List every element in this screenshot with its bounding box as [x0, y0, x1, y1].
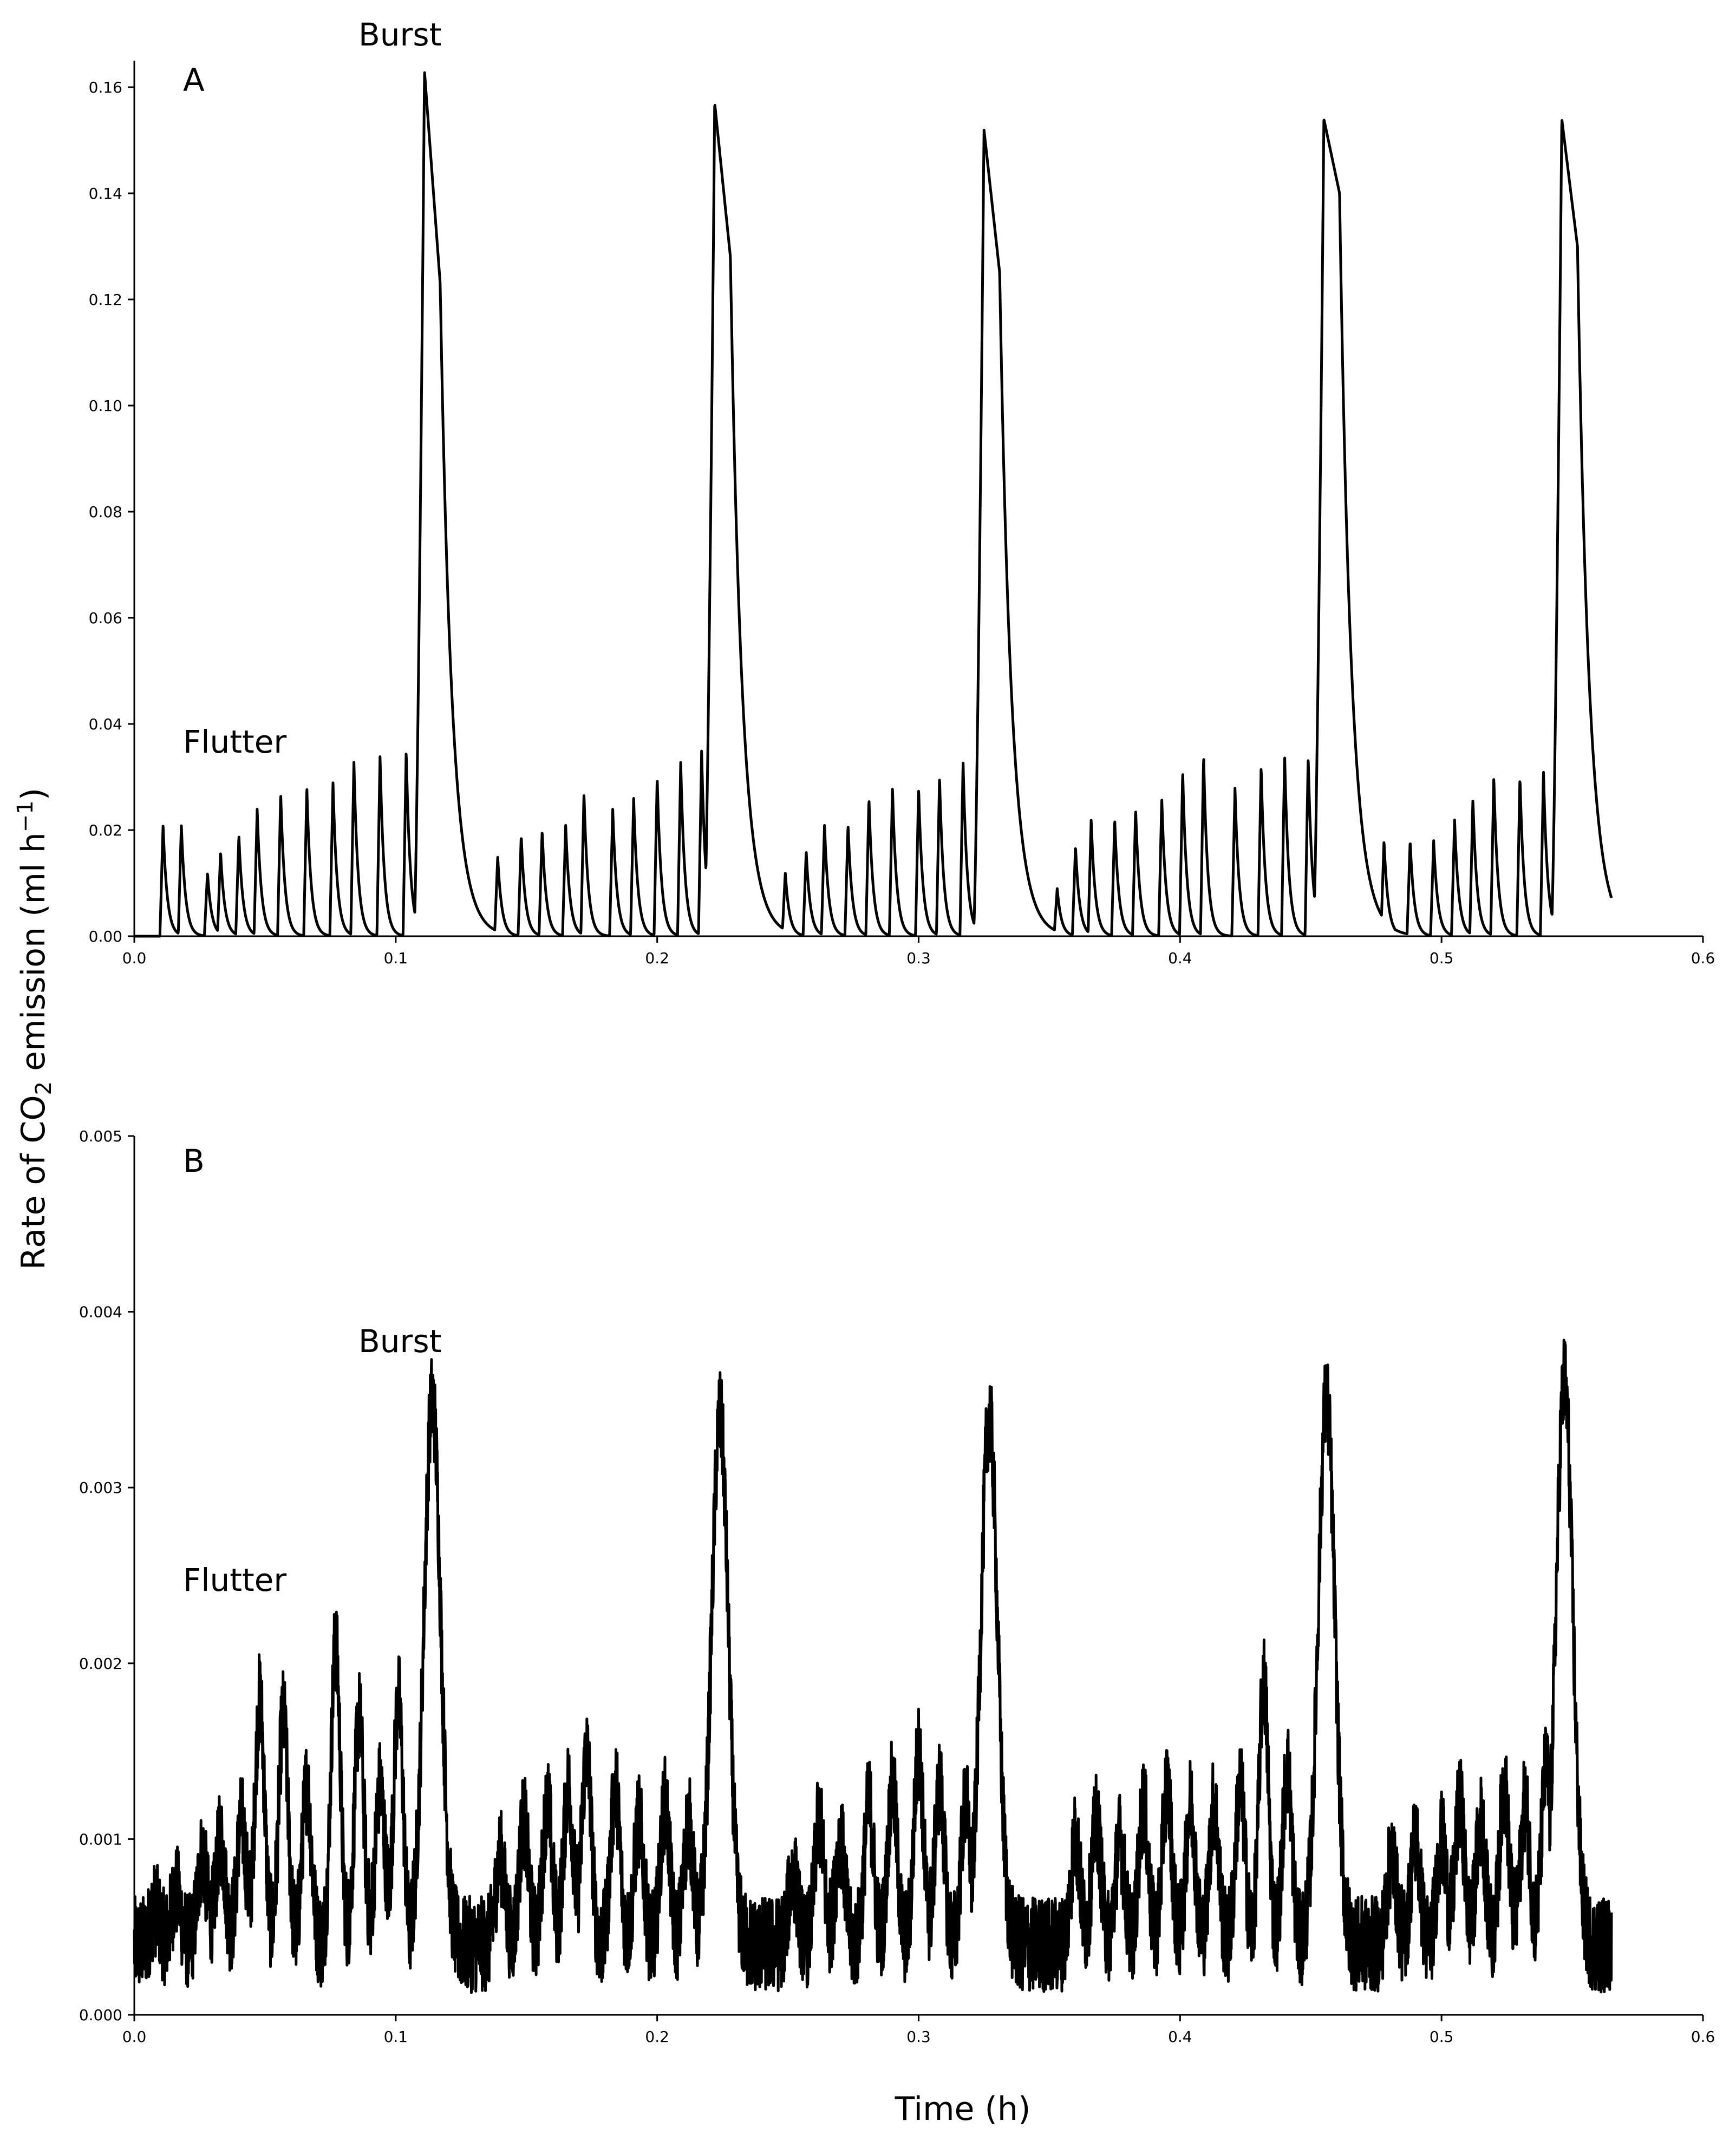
x-tick-label: 0.2 — [645, 2028, 669, 2046]
x-tick-label: 0.3 — [906, 2028, 931, 2046]
y-axis-label: Rate of CO2 emission (ml h−1) — [13, 788, 56, 1270]
y-tick-label: 0.14 — [89, 185, 122, 203]
panel-a-label: A — [183, 62, 205, 99]
panel-b-flutter-annotation: Flutter — [183, 1562, 286, 1598]
panel-a-flutter-annotation: Flutter — [183, 723, 286, 760]
panel-b: 0.0 0.1 0.2 0.3 0.4 0.5 0.6 0.000 0.001 0.002 0.00… — [79, 1127, 1715, 2046]
y-tick-label: 0.04 — [89, 715, 122, 733]
x-tick-label: 0.4 — [1168, 2028, 1192, 2046]
y-tick-label: 0.12 — [89, 291, 122, 309]
y-tick-label: 0.08 — [89, 503, 122, 521]
panel-a-burst-annotation: Burst — [358, 16, 441, 53]
x-axis-label: Time (h) — [895, 2090, 1031, 2128]
x-tick-label: 0.1 — [384, 949, 408, 967]
y-tick-label: 0.16 — [89, 79, 122, 96]
x-tick-label: 0.2 — [645, 949, 669, 967]
y-tick-label: 0.10 — [89, 397, 122, 415]
y-tick-label: 0.001 — [79, 1830, 122, 1848]
y-tick-label: 0.02 — [89, 821, 122, 839]
x-tick-label: 0.6 — [1691, 949, 1715, 967]
panel-b-label: B — [183, 1143, 205, 1179]
y-axis-label-part-1: Rate of CO — [15, 1095, 53, 1270]
y-axis-label-part-2: emission (ml h — [15, 832, 53, 1081]
y-tick-label: 0.003 — [79, 1479, 122, 1497]
x-tick-label: 0.4 — [1168, 949, 1192, 967]
x-tick-label: 0.5 — [1430, 2028, 1454, 2046]
x-tick-label: 0.0 — [122, 2028, 147, 2046]
y-tick-label: 0.004 — [79, 1303, 122, 1321]
x-tick-label: 0.5 — [1430, 949, 1454, 967]
x-tick-label: 0.6 — [1691, 2028, 1715, 2046]
panel-a-ticks: 0.0 0.1 0.2 0.3 0.4 0.5 0.6 0.00 0.02 0.04 0.06 0.0… — [89, 79, 1715, 967]
y-axis-label-superscript: −1 — [13, 800, 38, 832]
y-axis-label-part-3: ) — [15, 788, 53, 800]
y-tick-label: 0.00 — [89, 928, 122, 945]
panel-b-series-line — [133, 1339, 1613, 1994]
x-tick-label: 0.1 — [384, 2028, 408, 2046]
panel-b-burst-annotation: Burst — [358, 1323, 441, 1360]
y-axis-label-subscript: 2 — [31, 1081, 56, 1095]
panel-a: 0.0 0.1 0.2 0.3 0.4 0.5 0.6 0.00 0.02 0.04 0.06 0.0… — [89, 16, 1715, 967]
panel-a-series-line — [133, 71, 1613, 938]
panel-b-ticks: 0.0 0.1 0.2 0.3 0.4 0.5 0.6 0.000 0.001 0.002 0.00… — [79, 1127, 1715, 2046]
y-tick-label: 0.002 — [79, 1655, 122, 1673]
y-tick-label: 0.005 — [79, 1127, 122, 1145]
x-tick-label: 0.0 — [122, 949, 147, 967]
y-tick-label: 0.000 — [79, 2006, 122, 2024]
y-tick-label: 0.06 — [89, 609, 122, 627]
x-tick-label: 0.3 — [906, 949, 931, 967]
